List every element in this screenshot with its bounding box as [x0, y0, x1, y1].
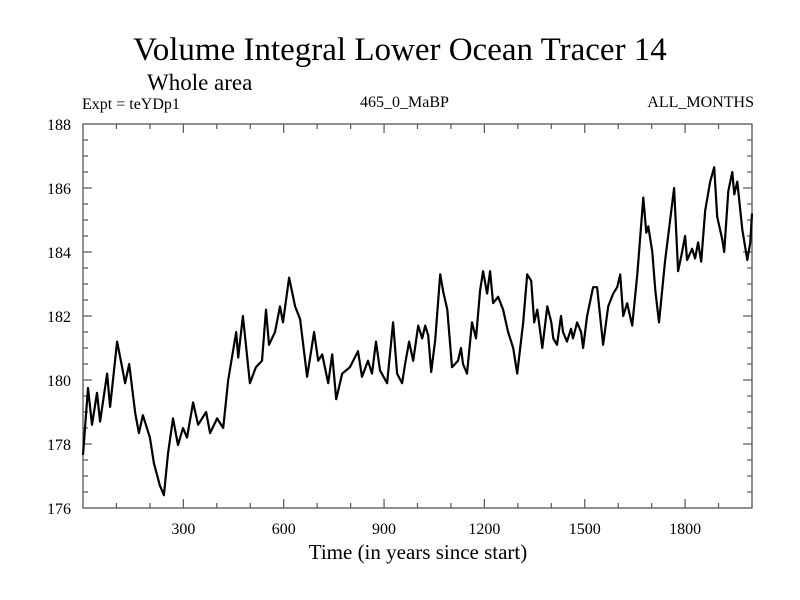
y-tick-label: 186 — [47, 181, 71, 198]
x-tick-label: 1500 — [569, 521, 601, 538]
y-tick-label: 182 — [47, 309, 71, 326]
annotation-months: ALL_MONTHS — [647, 94, 754, 111]
chart-title: Volume Integral Lower Ocean Tracer 14 — [133, 32, 667, 68]
x-tick-label: 1200 — [468, 521, 500, 538]
axes: 300 600 900 1200 1500 1800 176 178 180 182 184 186 1… — [47, 117, 753, 538]
x-tick-label: 900 — [372, 521, 396, 538]
annotation-experiment: Expt = teYDp1 — [82, 96, 180, 113]
y-tick-label: 184 — [47, 245, 71, 262]
chart-subtitle: Whole area — [147, 70, 253, 95]
annotation-period: 465_0_MaBP — [360, 94, 449, 111]
x-tick-label: 300 — [171, 521, 195, 538]
series-line-0 — [81, 166, 754, 497]
y-tick-label: 188 — [47, 117, 71, 134]
y-tick-label: 176 — [47, 501, 71, 518]
plot-frame — [82, 123, 753, 509]
x-axis-label: Time (in years since start) — [308, 540, 528, 564]
y-tick-label: 178 — [47, 437, 71, 454]
x-tick-label: 1800 — [669, 521, 701, 538]
x-tick-label: 600 — [272, 521, 296, 538]
series-group — [81, 166, 754, 497]
y-tick-label: 180 — [47, 373, 71, 390]
